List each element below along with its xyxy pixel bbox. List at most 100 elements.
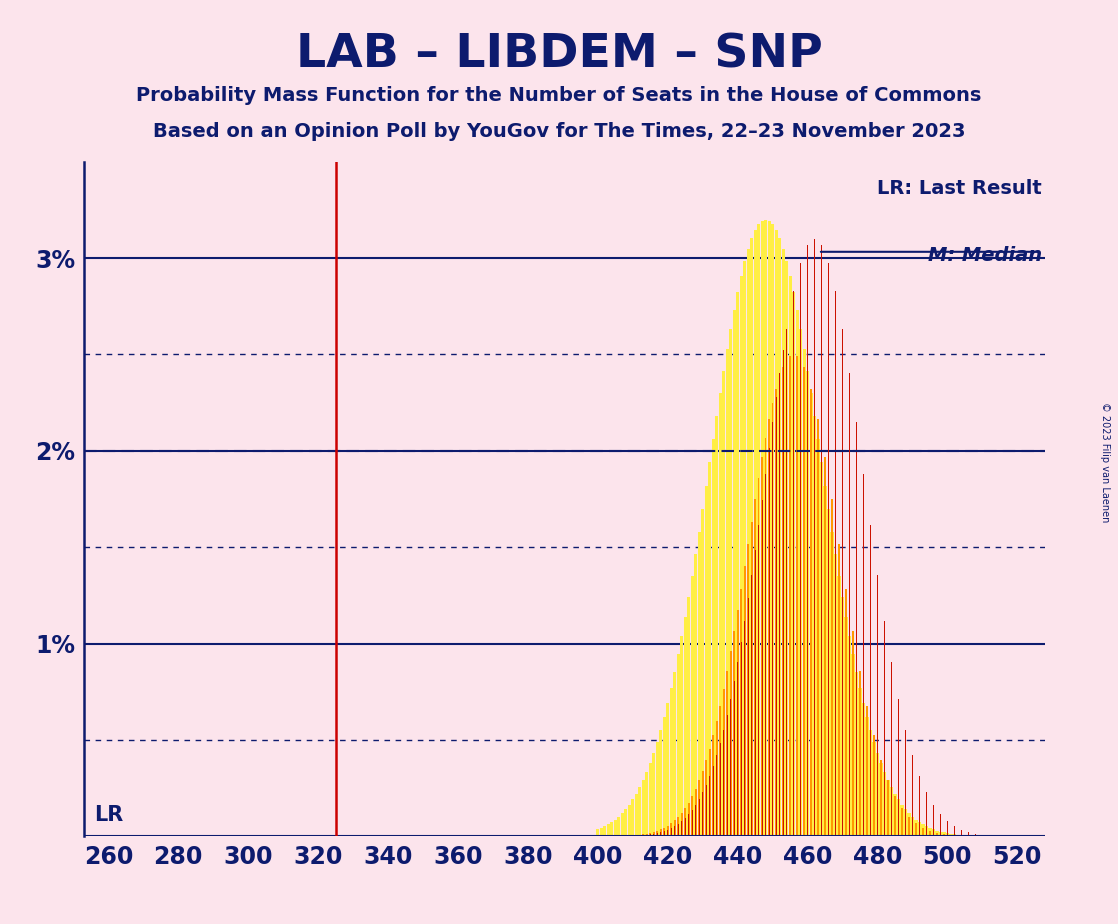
Bar (842, 566, 843, 836)
Bar (747, 544, 749, 836)
Text: M: Median: M: Median (928, 246, 1042, 265)
Bar (964, 835, 966, 836)
Bar (709, 748, 711, 836)
Bar (656, 831, 659, 836)
Bar (925, 826, 928, 836)
Bar (708, 462, 711, 836)
Bar (894, 796, 896, 836)
Bar (671, 823, 672, 836)
Bar (898, 803, 899, 836)
Text: Based on an Opinion Poll by YouGov for The Times, 22–23 November 2023: Based on an Opinion Poll by YouGov for T… (153, 122, 965, 141)
Bar (809, 393, 813, 836)
Bar (729, 329, 732, 836)
Bar (660, 830, 662, 836)
Bar (904, 809, 907, 836)
Bar (908, 817, 910, 836)
Bar (754, 230, 757, 836)
Bar (929, 831, 931, 836)
Bar (638, 834, 641, 836)
Bar (824, 457, 826, 836)
Bar (862, 703, 865, 836)
Bar (655, 742, 659, 836)
Bar (859, 671, 861, 836)
Bar (730, 651, 731, 836)
Bar (643, 834, 644, 836)
Text: LR: Last Result: LR: Last Result (878, 178, 1042, 198)
Bar (688, 803, 690, 836)
Bar (699, 781, 700, 836)
Bar (751, 521, 752, 836)
Bar (793, 355, 795, 836)
Bar (908, 813, 910, 836)
Bar (775, 230, 778, 836)
Bar (835, 521, 836, 836)
Bar (691, 796, 693, 836)
Bar (673, 672, 676, 836)
Bar (701, 509, 704, 836)
Bar (786, 360, 787, 836)
Bar (660, 730, 662, 836)
Bar (827, 478, 830, 836)
Bar (796, 310, 798, 836)
Bar (811, 389, 812, 836)
Bar (847, 636, 851, 836)
Bar (736, 292, 739, 836)
Bar (755, 499, 756, 836)
Bar (726, 349, 729, 836)
Bar (891, 789, 892, 836)
Bar (702, 771, 703, 836)
Text: LR: LR (94, 805, 124, 824)
Bar (635, 794, 638, 836)
Bar (788, 275, 792, 836)
Bar (750, 238, 754, 836)
Bar (676, 654, 680, 836)
Bar (792, 292, 795, 836)
Bar (719, 393, 722, 836)
Bar (872, 742, 875, 836)
Bar (698, 531, 701, 836)
Bar (620, 813, 624, 836)
Bar (596, 830, 599, 836)
Bar (775, 389, 777, 836)
Bar (712, 736, 714, 836)
Bar (953, 834, 956, 836)
Bar (877, 748, 879, 836)
Bar (694, 789, 697, 836)
Bar (870, 721, 871, 836)
Bar (911, 817, 915, 836)
Bar (866, 706, 868, 836)
Bar (863, 688, 864, 836)
Bar (727, 671, 728, 836)
Bar (719, 706, 721, 836)
Bar (712, 439, 714, 836)
Bar (666, 703, 670, 836)
Bar (865, 717, 869, 836)
Bar (939, 832, 942, 836)
Bar (645, 772, 648, 836)
Bar (723, 688, 724, 836)
Bar (785, 261, 788, 836)
Bar (807, 377, 808, 836)
Bar (803, 349, 806, 836)
Bar (627, 805, 631, 836)
Bar (960, 835, 963, 836)
Bar (681, 813, 683, 836)
Bar (680, 636, 683, 836)
Bar (670, 687, 673, 836)
Bar (722, 371, 726, 836)
Bar (901, 808, 903, 836)
Bar (758, 478, 759, 836)
Bar (683, 616, 686, 836)
Bar (947, 834, 948, 836)
Bar (880, 762, 882, 836)
Bar (911, 821, 913, 836)
Bar (771, 225, 774, 836)
Text: © 2023 Filip van Laenen: © 2023 Filip van Laenen (1100, 402, 1109, 522)
Bar (932, 832, 935, 836)
Bar (691, 576, 694, 836)
Bar (799, 360, 802, 836)
Bar (944, 834, 945, 836)
Bar (841, 597, 844, 836)
Bar (783, 367, 784, 836)
Bar (716, 416, 718, 836)
